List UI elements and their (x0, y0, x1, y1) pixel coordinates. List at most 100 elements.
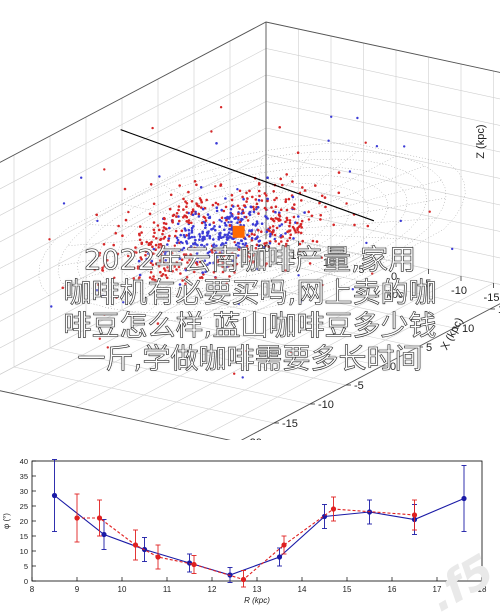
blue-data-point (223, 233, 227, 237)
blue-data-point (203, 259, 207, 263)
red-data-point (195, 202, 198, 205)
blue-data-point (204, 270, 207, 274)
red-data-point (198, 197, 202, 200)
blue-data-point (192, 242, 195, 246)
outlier-data-point (181, 241, 184, 245)
red-data-point (236, 204, 240, 208)
red-data-point (281, 183, 284, 187)
blue-data-point (232, 237, 235, 241)
y-tick-label: 30 (20, 487, 28, 496)
red-data-point (272, 230, 275, 234)
blue-data-point (207, 216, 211, 220)
red-data-point (117, 224, 120, 228)
blue-data-point (168, 226, 171, 230)
y-tick-label: 25 (20, 502, 28, 511)
axis-box-edge (0, 303, 500, 440)
red-data-point (175, 212, 179, 215)
red-data-point (278, 126, 282, 129)
outlier-data-point (327, 139, 330, 142)
blue-data-point (246, 233, 249, 237)
red-data-point (185, 202, 189, 205)
blue-data-point (236, 254, 240, 257)
red-data-point (220, 216, 224, 220)
blue-data-point (237, 242, 241, 245)
red-data-point (279, 208, 283, 211)
blue-data-point (221, 242, 224, 245)
blue-data-point (214, 251, 218, 254)
red-data-point (212, 270, 216, 274)
red-data-point (285, 173, 289, 176)
red-data-point (246, 247, 250, 251)
blue-data-point (208, 223, 211, 226)
red-data-point (132, 277, 136, 280)
red-data-point (157, 264, 161, 268)
red-data-point (164, 227, 167, 230)
red-data-point (148, 276, 152, 279)
blue-data-point (242, 246, 245, 249)
blue-data-point (213, 284, 216, 288)
red-data-point (246, 254, 250, 258)
red-data-point (175, 261, 179, 264)
disc-spoke (251, 231, 415, 240)
red-data-point (152, 221, 156, 224)
red-data-point (225, 218, 228, 222)
blue-data-point (230, 213, 233, 217)
red-data-point (250, 232, 254, 236)
error-bar-line-plot: 8 9 10 11 12 13 14 15 16 17 18 0 5 10 15 20 25 30 35 40 R (k… (2, 457, 487, 605)
blue-data-point (203, 235, 206, 239)
red-data-point (127, 313, 131, 317)
blue-data-point (241, 242, 245, 246)
red-data-point (114, 231, 117, 235)
blue-data-point (268, 235, 272, 238)
red-data-point (193, 255, 196, 259)
red-data-point (176, 293, 180, 296)
red-data-point (148, 212, 152, 216)
blue-data-point (184, 268, 188, 272)
blue-data-point (190, 235, 194, 239)
red-data-point (255, 243, 259, 247)
y-tick-label: 10 (323, 257, 335, 269)
red-data-point (185, 205, 188, 208)
red-data-point (158, 259, 162, 262)
outlier-data-point (297, 274, 300, 277)
blue-data-point (204, 226, 207, 230)
blue-data-point (212, 246, 216, 249)
red-data-point (166, 266, 169, 269)
blue-data-point (190, 229, 194, 232)
disc-spoke (251, 179, 442, 233)
x-axis-label: R (kpc) (244, 596, 270, 605)
red-data-point (246, 197, 249, 200)
y-tick-label: 0 (391, 271, 397, 283)
grid-line (0, 21, 500, 163)
outlier-data-point (151, 126, 154, 130)
red-data-point (285, 242, 288, 246)
blue-data-point (237, 302, 240, 306)
red-data-point (266, 199, 269, 203)
red-data-point (162, 229, 165, 232)
blue-series-line (54, 495, 465, 576)
red-data-point (182, 216, 185, 219)
blue-data-point (176, 222, 180, 226)
outlier-data-point (356, 116, 359, 120)
red-data-point (164, 274, 168, 277)
blue-data-point (194, 210, 197, 214)
blue-data-point (211, 244, 215, 247)
red-data-point (155, 280, 159, 284)
red-data-point (161, 232, 164, 236)
red-data-point (221, 265, 224, 269)
blue-data-point (211, 227, 215, 230)
red-data-point (301, 186, 304, 189)
outlier-data-point (241, 376, 244, 379)
red-data-point (200, 200, 203, 204)
outlier-data-point (330, 115, 333, 119)
red-data-point (234, 256, 238, 260)
blue-data-point (266, 176, 269, 179)
x-tick-label: 12 (208, 585, 217, 594)
red-data-point (165, 276, 169, 280)
blue-data-point (183, 235, 187, 239)
blue-data-point (263, 246, 266, 249)
red-data-point (138, 238, 142, 242)
red-data-point (245, 200, 248, 203)
blue-data-point (176, 238, 180, 242)
